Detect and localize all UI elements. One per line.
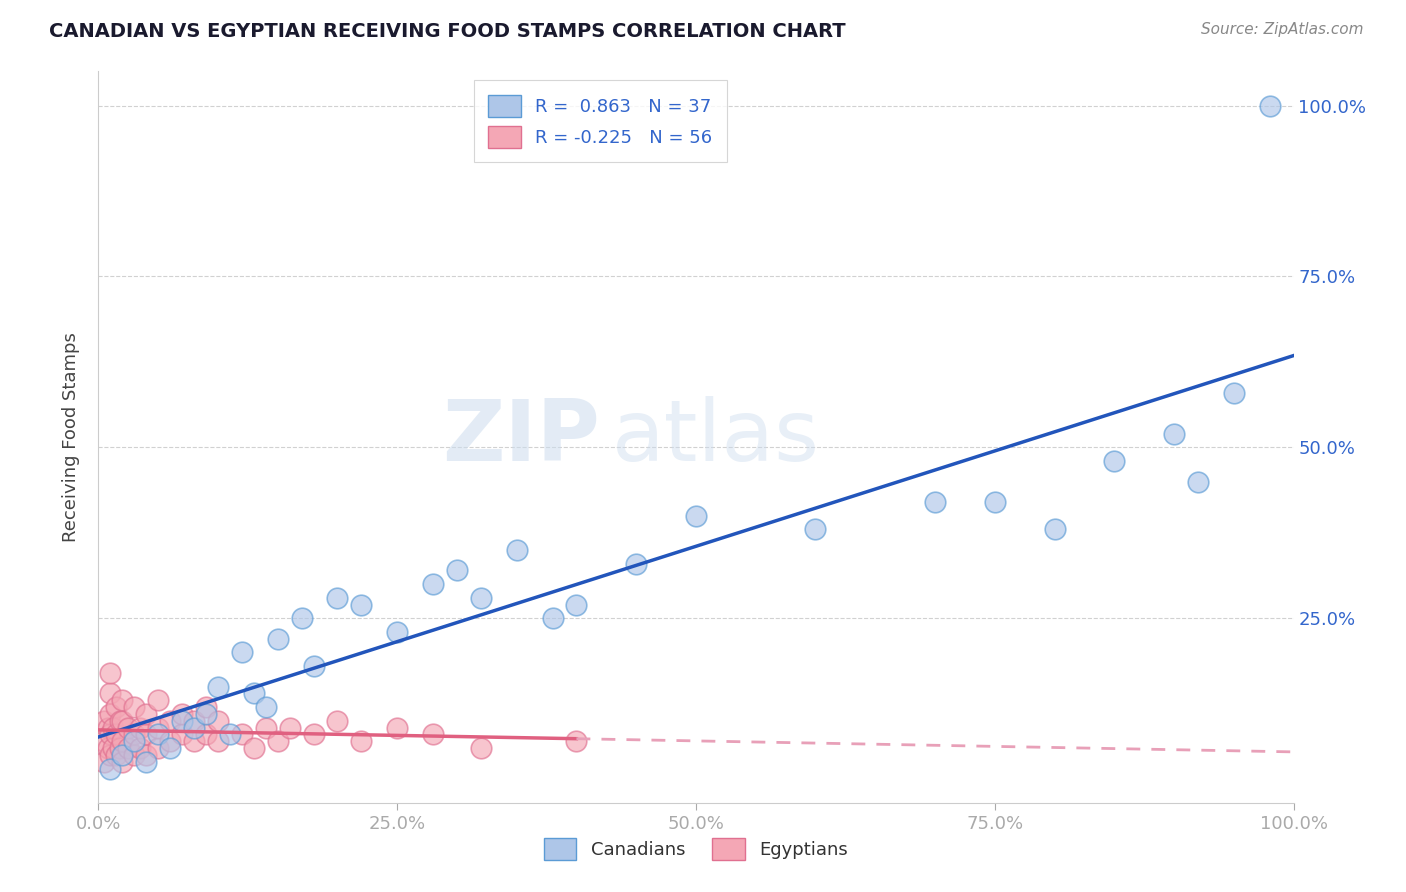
- Text: ZIP: ZIP: [443, 395, 600, 479]
- Point: [159, 714, 181, 728]
- Point: [98, 665, 122, 680]
- Point: [135, 706, 157, 721]
- Point: [124, 700, 146, 714]
- Point: [159, 734, 181, 748]
- Point: [172, 714, 194, 728]
- Point: [93, 755, 115, 769]
- Point: [183, 714, 205, 728]
- Point: [111, 693, 134, 707]
- Point: [326, 591, 349, 605]
- Point: [207, 734, 229, 748]
- Point: [195, 700, 218, 714]
- Point: [565, 598, 588, 612]
- Point: [243, 686, 266, 700]
- Point: [105, 700, 128, 714]
- Point: [129, 721, 152, 735]
- Point: [195, 727, 218, 741]
- Point: [105, 727, 128, 741]
- Point: [302, 659, 325, 673]
- Point: [1163, 426, 1185, 441]
- Point: [207, 714, 229, 728]
- Point: [105, 747, 128, 762]
- Point: [385, 624, 409, 639]
- Point: [108, 714, 131, 728]
- Text: atlas: atlas: [613, 395, 820, 479]
- Point: [326, 714, 349, 728]
- Point: [172, 706, 194, 721]
- Point: [111, 755, 134, 769]
- Point: [685, 508, 707, 523]
- Point: [1043, 522, 1066, 536]
- Point: [148, 741, 170, 756]
- Point: [135, 755, 157, 769]
- Point: [231, 727, 253, 741]
- Point: [183, 734, 205, 748]
- Point: [626, 557, 648, 571]
- Point: [124, 727, 146, 741]
- Point: [1223, 385, 1246, 400]
- Point: [124, 747, 146, 762]
- Y-axis label: Receiving Food Stamps: Receiving Food Stamps: [62, 332, 80, 542]
- Point: [1104, 454, 1126, 468]
- Point: [108, 741, 131, 756]
- Point: [98, 762, 122, 776]
- Point: [183, 721, 205, 735]
- Point: [1187, 475, 1209, 489]
- Point: [291, 611, 314, 625]
- Point: [231, 645, 253, 659]
- Point: [470, 591, 492, 605]
- Point: [117, 721, 139, 735]
- Point: [924, 495, 946, 509]
- Point: [506, 542, 529, 557]
- Point: [97, 721, 120, 735]
- Point: [984, 495, 1007, 509]
- Point: [565, 734, 588, 748]
- Point: [159, 741, 181, 756]
- Point: [350, 734, 373, 748]
- Point: [93, 714, 115, 728]
- Point: [195, 706, 218, 721]
- Point: [422, 727, 444, 741]
- Point: [1258, 98, 1281, 112]
- Point: [219, 727, 242, 741]
- Point: [98, 747, 122, 762]
- Point: [172, 727, 194, 741]
- Point: [254, 721, 277, 735]
- Text: Source: ZipAtlas.com: Source: ZipAtlas.com: [1201, 22, 1364, 37]
- Point: [101, 741, 124, 756]
- Point: [267, 632, 290, 646]
- Point: [148, 693, 170, 707]
- Point: [804, 522, 827, 536]
- Point: [148, 721, 170, 735]
- Point: [541, 611, 564, 625]
- Legend: Canadians, Egyptians: Canadians, Egyptians: [537, 830, 855, 867]
- Point: [446, 563, 468, 577]
- Point: [267, 734, 290, 748]
- Point: [129, 741, 152, 756]
- Point: [302, 727, 325, 741]
- Point: [207, 680, 229, 694]
- Point: [254, 700, 277, 714]
- Point: [111, 714, 134, 728]
- Point: [278, 721, 301, 735]
- Point: [98, 706, 122, 721]
- Point: [148, 727, 170, 741]
- Point: [117, 741, 139, 756]
- Point: [111, 734, 134, 748]
- Point: [101, 721, 124, 735]
- Point: [98, 727, 122, 741]
- Point: [97, 741, 120, 756]
- Point: [124, 734, 146, 748]
- Point: [135, 727, 157, 741]
- Point: [422, 577, 444, 591]
- Point: [135, 747, 157, 762]
- Point: [350, 598, 373, 612]
- Text: CANADIAN VS EGYPTIAN RECEIVING FOOD STAMPS CORRELATION CHART: CANADIAN VS EGYPTIAN RECEIVING FOOD STAM…: [49, 22, 846, 41]
- Point: [470, 741, 492, 756]
- Point: [111, 747, 134, 762]
- Point: [98, 686, 122, 700]
- Point: [93, 734, 115, 748]
- Point: [385, 721, 409, 735]
- Point: [243, 741, 266, 756]
